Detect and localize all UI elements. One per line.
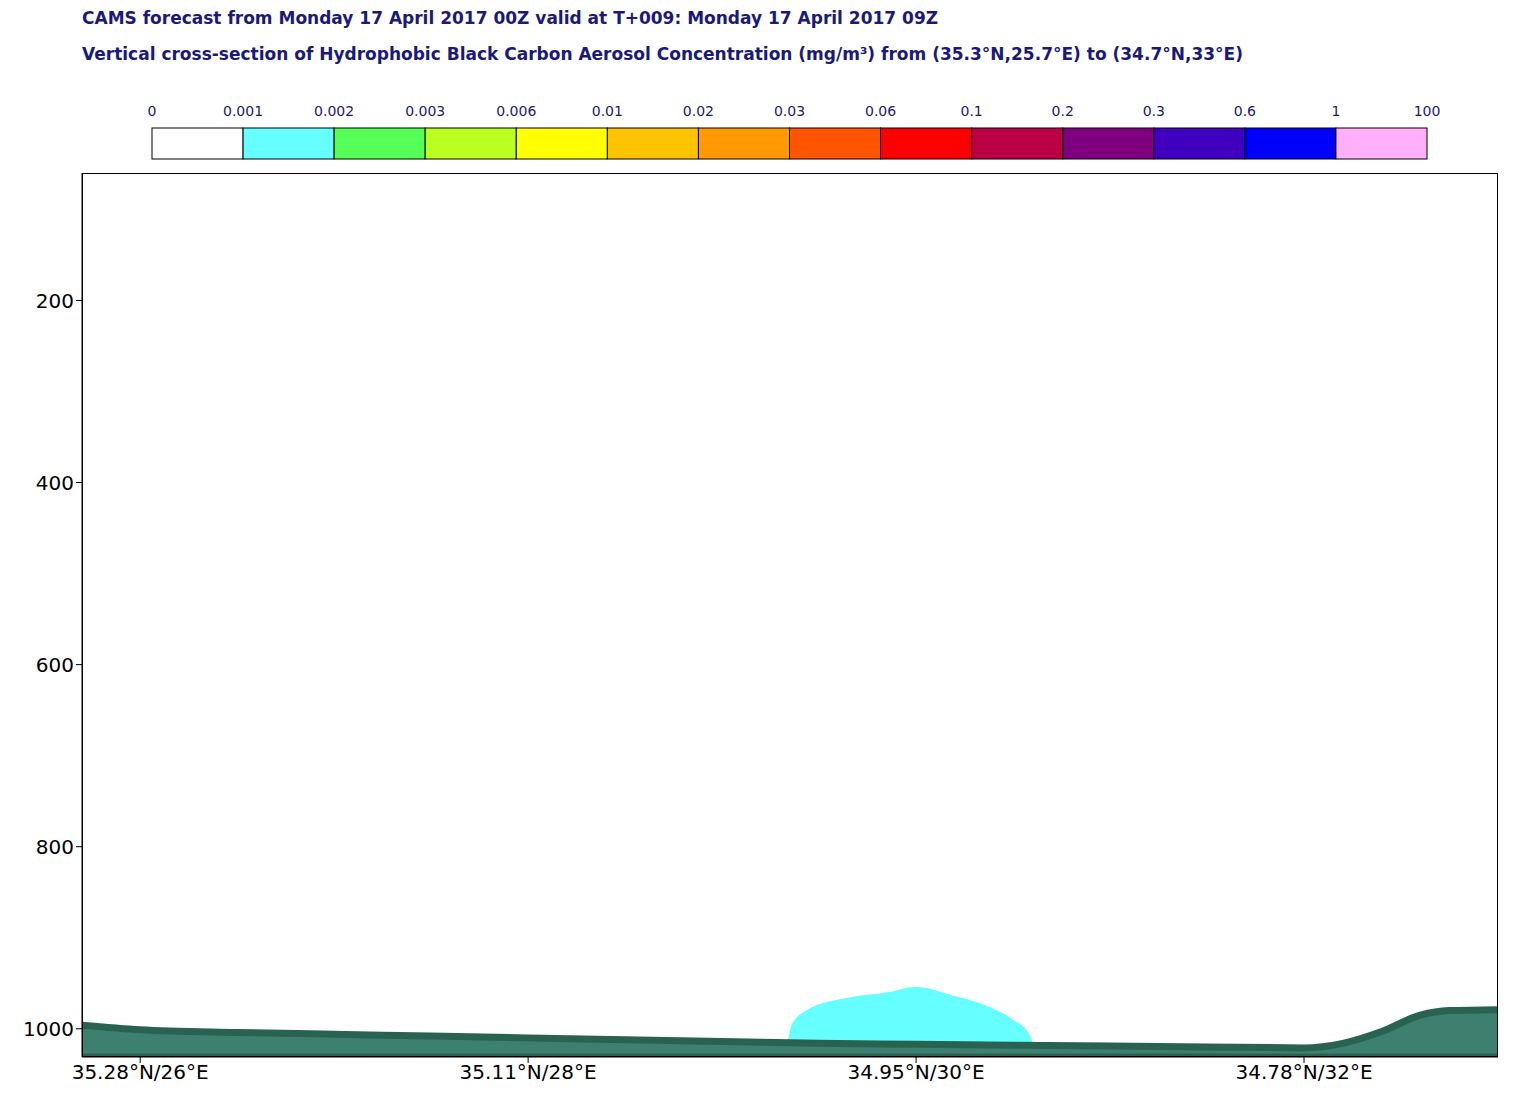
svg-text:1000: 1000 bbox=[23, 1017, 74, 1041]
svg-text:0.003: 0.003 bbox=[405, 103, 445, 119]
svg-text:0.002: 0.002 bbox=[314, 103, 354, 119]
html-text:CAMS forecast from Monday 17 A: CAMS forecast from Monday 17 April 2017 … bbox=[82, 8, 939, 28]
svg-text:34.95°N/30°E: 34.95°N/30°E bbox=[848, 1060, 985, 1084]
html-text:Vertical cross-section of Hydr: Vertical cross-section of Hydrophobic Bl… bbox=[82, 44, 1243, 64]
svg-text:34.78°N/32°E: 34.78°N/32°E bbox=[1236, 1060, 1373, 1084]
svg-text:0.6: 0.6 bbox=[1234, 103, 1256, 119]
svg-text:0.001: 0.001 bbox=[223, 103, 263, 119]
svg-text:0.02: 0.02 bbox=[683, 103, 714, 119]
svg-text:35.11°N/28°E: 35.11°N/28°E bbox=[460, 1060, 597, 1084]
svg-text:0.006: 0.006 bbox=[496, 103, 536, 119]
svg-text:800: 800 bbox=[36, 835, 74, 859]
svg-text:200: 200 bbox=[36, 289, 74, 313]
svg-text:35.28°N/26°E: 35.28°N/26°E bbox=[72, 1060, 209, 1084]
svg-text:400: 400 bbox=[36, 471, 74, 495]
svg-text:0.1: 0.1 bbox=[961, 103, 983, 119]
svg-text:100: 100 bbox=[1414, 103, 1441, 119]
svg-text:600: 600 bbox=[36, 653, 74, 677]
svg-text:1: 1 bbox=[1331, 103, 1340, 119]
svg-text:0.03: 0.03 bbox=[774, 103, 805, 119]
svg-text:0.01: 0.01 bbox=[592, 103, 623, 119]
svg-text:0: 0 bbox=[148, 103, 157, 119]
svg-text:0.2: 0.2 bbox=[1052, 103, 1074, 119]
svg-text:0.06: 0.06 bbox=[865, 103, 896, 119]
svg-text:0.3: 0.3 bbox=[1143, 103, 1165, 119]
